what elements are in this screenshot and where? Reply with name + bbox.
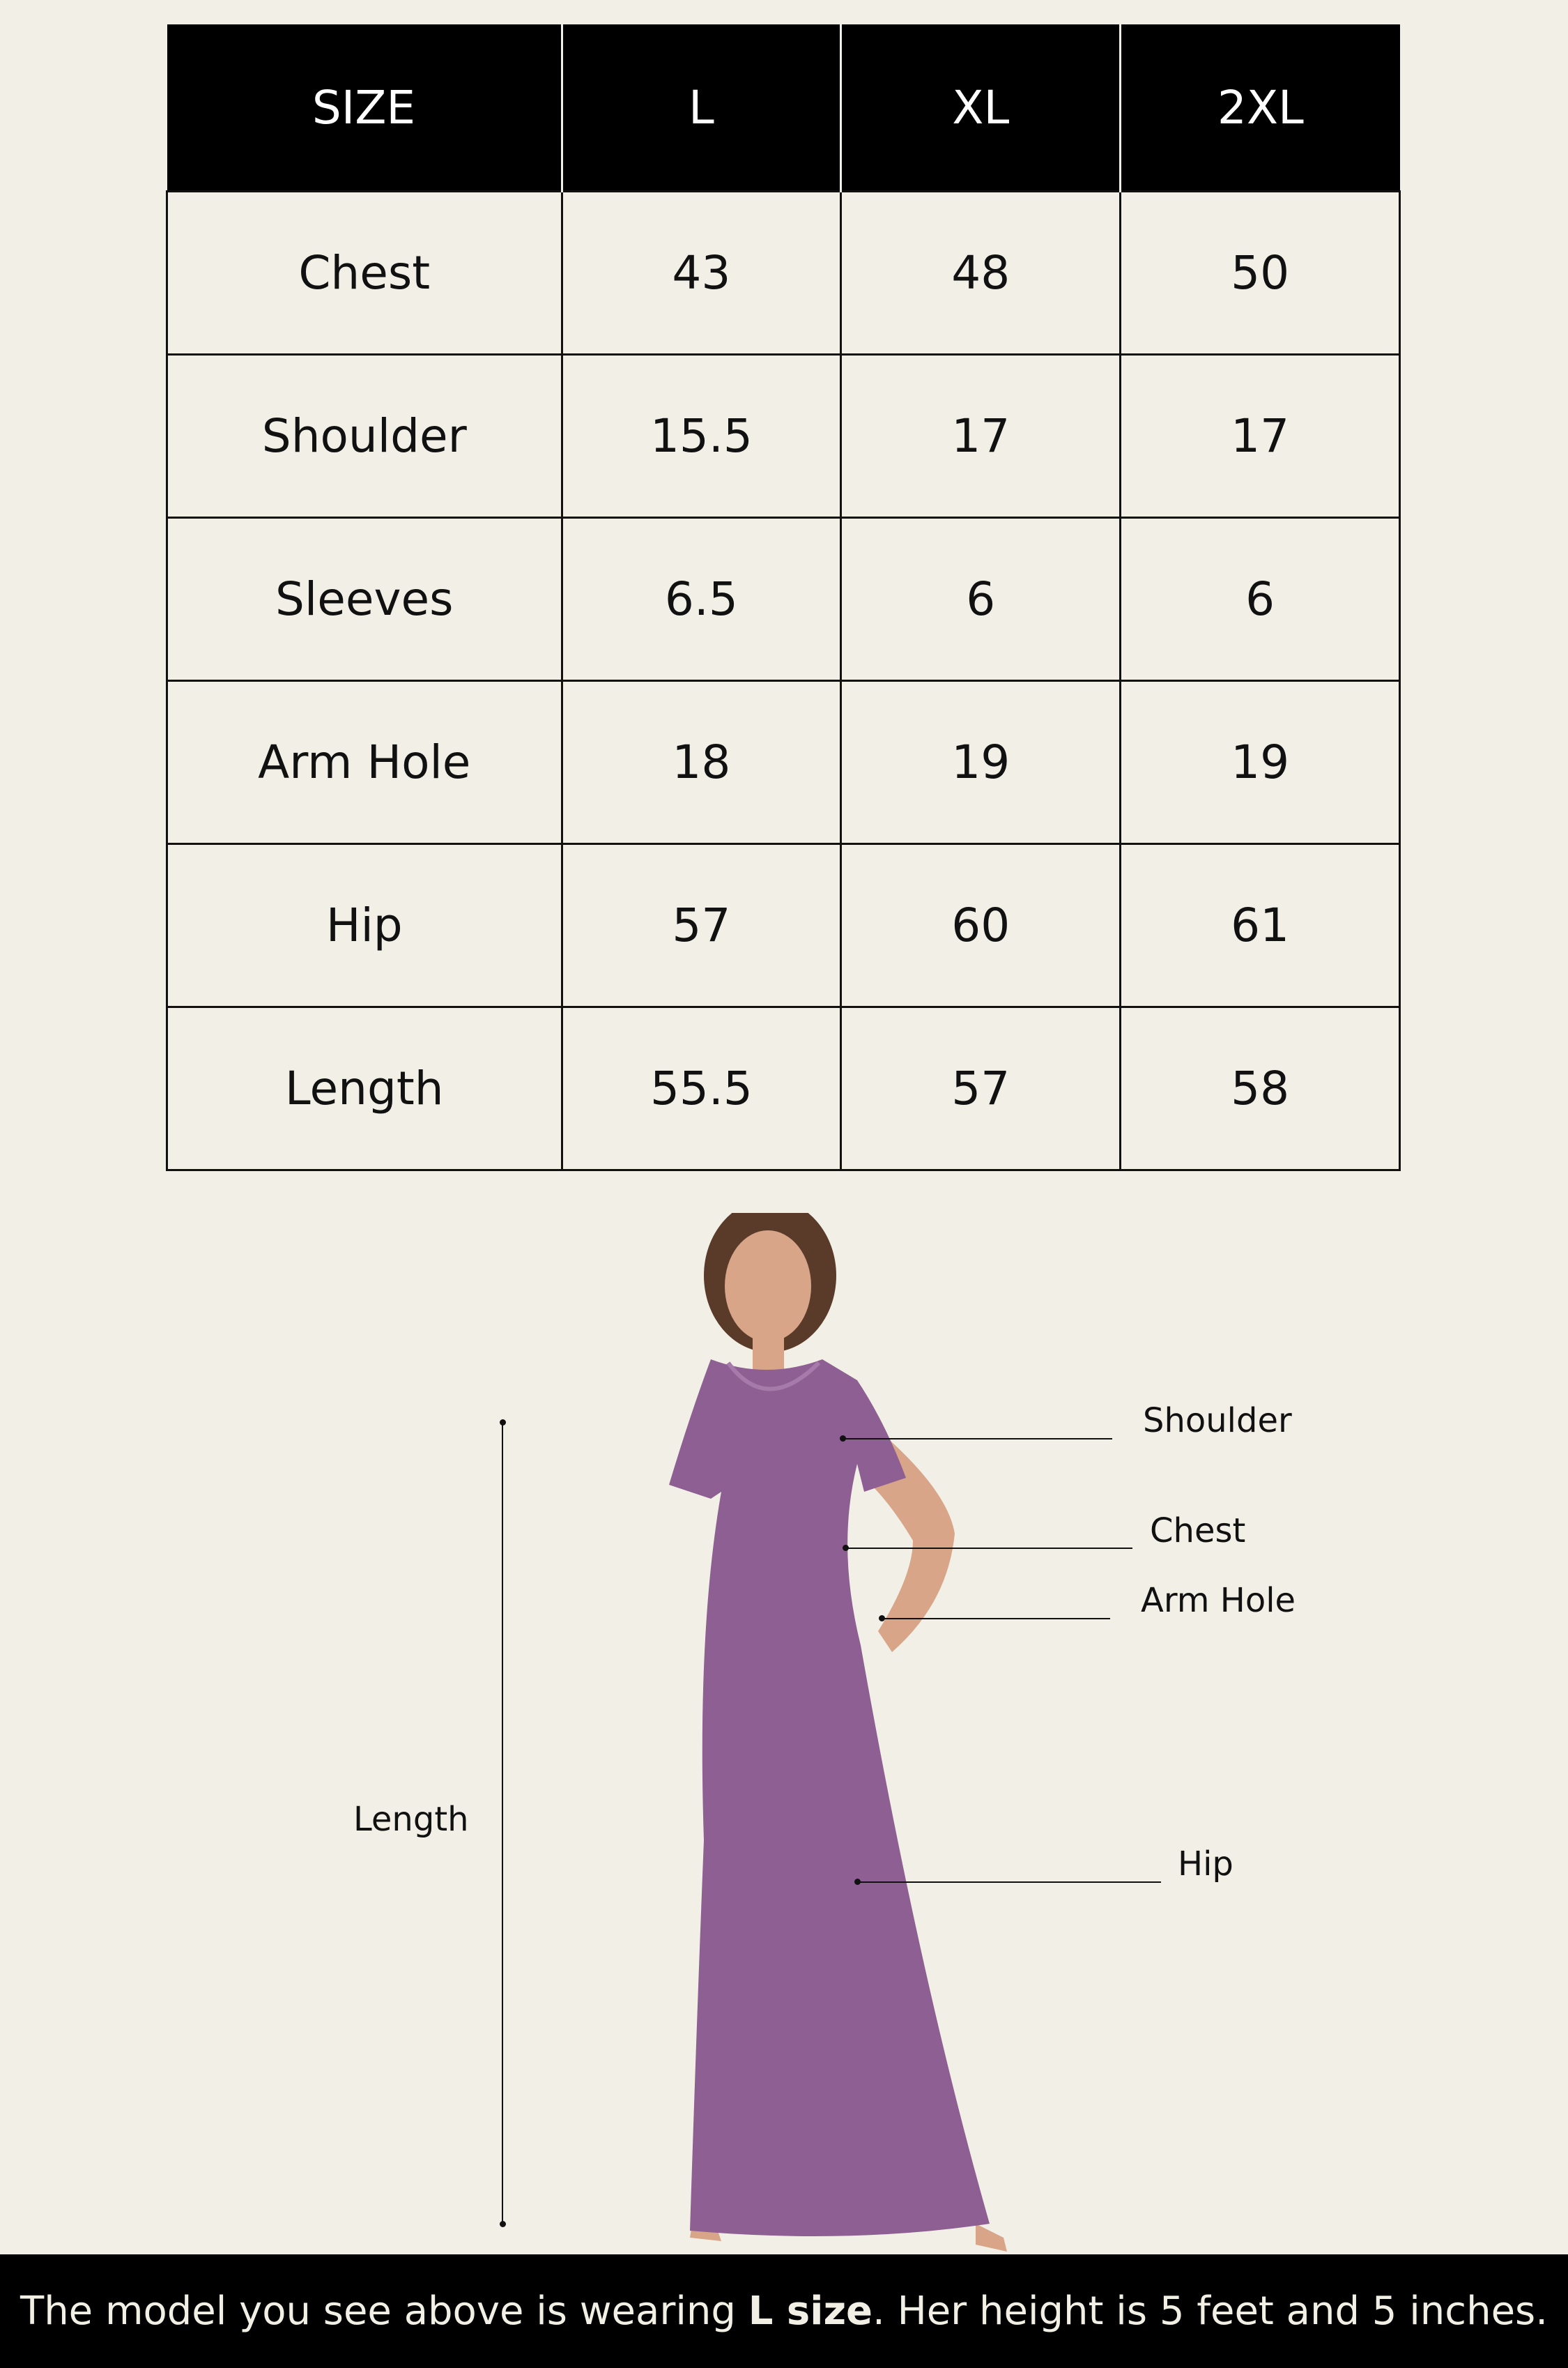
chest-point [843, 1545, 849, 1551]
table-row: Sleeves 6.5 6 6 [166, 517, 1401, 682]
shoulder-point [840, 1435, 846, 1442]
measurement-cell: 48 [840, 190, 1122, 356]
hip-leader-line [857, 1881, 1161, 1883]
shoulder-leader-line [843, 1438, 1112, 1439]
measurement-cell: 61 [1119, 843, 1401, 1008]
measurement-cell: 6 [840, 517, 1122, 682]
table-row: Hip 57 60 61 [166, 843, 1401, 1008]
arm-hole-label: Arm Hole [1141, 1581, 1296, 1620]
arm-hole-leader-line [882, 1618, 1110, 1619]
measurement-cell: 57 [560, 843, 843, 1008]
length-line [502, 1422, 503, 2224]
footer-text-before: The model you see above is wearing [20, 2289, 748, 2334]
measurement-cell: 60 [840, 843, 1122, 1008]
model-info-footer: The model you see above is wearing L siz… [0, 2254, 1568, 2368]
measurement-cell: 17 [1119, 353, 1401, 519]
header-cell-xl: XL [840, 24, 1121, 192]
length-label: Length [353, 1800, 469, 1839]
footer-text-after: . Her height is 5 feet and 5 inches. [873, 2289, 1548, 2334]
arm-hole-point [879, 1615, 885, 1621]
size-chart-header: SIZE L XL 2XL [167, 24, 1400, 192]
footer-size-bold: L size [748, 2289, 873, 2334]
row-label: Length [166, 1006, 563, 1171]
row-label: Chest [166, 190, 563, 356]
chest-leader-line [845, 1548, 1132, 1549]
table-row: Shoulder 15.5 17 17 [166, 353, 1401, 519]
table-row: Arm Hole 18 19 19 [166, 680, 1401, 845]
shoulder-label: Shoulder [1143, 1401, 1292, 1440]
measurement-cell: 15.5 [560, 353, 843, 519]
size-chart-table: SIZE L XL 2XL Chest 43 48 50 Shoulder 15.5 17 17 Sl… [166, 24, 1401, 1171]
hip-label: Hip [1178, 1844, 1233, 1884]
row-label: Arm Hole [166, 680, 563, 845]
measurement-cell: 55.5 [560, 1006, 843, 1171]
measurement-cell: 57 [840, 1006, 1122, 1171]
length-top-point [500, 1419, 506, 1426]
measurement-cell: 50 [1119, 190, 1401, 356]
measurement-cell: 19 [840, 680, 1122, 845]
table-row: Length 55.5 57 58 [166, 1006, 1401, 1171]
measurement-cell: 6.5 [560, 517, 843, 682]
row-label: Shoulder [166, 353, 563, 519]
header-cell-2xl: 2XL [1119, 24, 1400, 192]
row-label: Sleeves [166, 517, 563, 682]
header-cell-l: L [560, 24, 841, 192]
table-row: Chest 43 48 50 [166, 190, 1401, 356]
measurement-cell: 17 [840, 353, 1122, 519]
chest-label: Chest [1150, 1511, 1246, 1550]
measurement-cell: 19 [1119, 680, 1401, 845]
length-bottom-point [500, 2221, 506, 2227]
row-label: Hip [166, 843, 563, 1008]
measurement-cell: 18 [560, 680, 843, 845]
model-image [669, 1213, 1007, 2252]
measurement-cell: 6 [1119, 517, 1401, 682]
measurement-cell: 43 [560, 190, 843, 356]
header-cell-size: SIZE [167, 24, 562, 192]
hip-point [854, 1879, 861, 1885]
measurement-cell: 58 [1119, 1006, 1401, 1171]
model-measurement-figure: Shoulder Chest Arm Hole Hip Length [0, 1213, 1568, 2252]
